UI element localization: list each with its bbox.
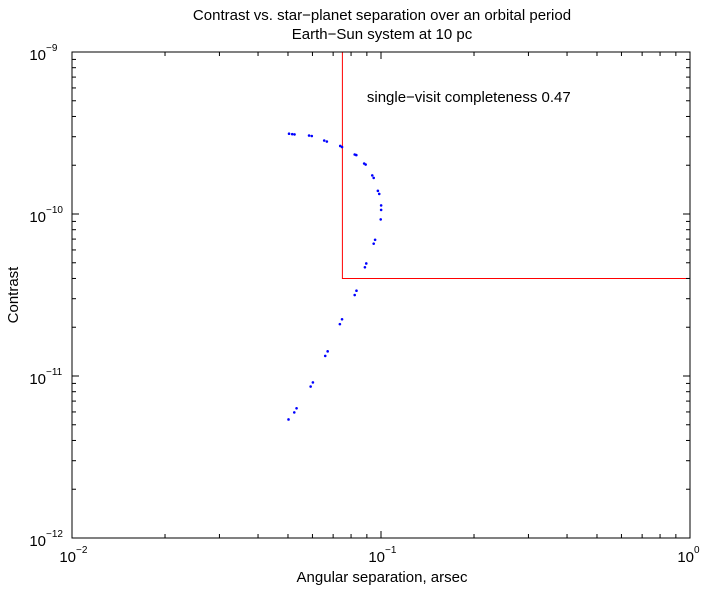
data-point	[340, 317, 344, 321]
data-point	[363, 265, 367, 269]
data-point	[340, 145, 344, 149]
completeness-annotation: single−visit completeness 0.47	[367, 89, 571, 106]
data-point	[364, 163, 367, 166]
y-tick-base: 10	[29, 371, 46, 388]
x-tick-exponent: −2	[76, 545, 88, 556]
plot-area	[287, 52, 690, 421]
data-point	[295, 406, 298, 410]
data-point	[292, 411, 296, 414]
data-point	[290, 132, 294, 136]
data-point	[355, 289, 358, 293]
data-point	[338, 322, 342, 326]
data-point	[372, 176, 375, 180]
x-tick-base: 10	[677, 549, 694, 566]
data-point	[355, 153, 358, 157]
x-tick-label: 10 0	[677, 545, 700, 566]
y-tick-base: 10	[29, 209, 46, 226]
data-point	[322, 139, 326, 142]
data-point	[323, 354, 327, 358]
data-point	[325, 140, 329, 143]
data-point	[372, 242, 375, 245]
y-tick-label: 10 −12	[29, 529, 63, 550]
y-tick-exponent: −9	[46, 43, 58, 54]
data-point	[287, 132, 291, 136]
x-tick-label: 10 −1	[368, 545, 397, 566]
data-point	[364, 262, 368, 265]
data-point	[370, 174, 374, 177]
data-point	[287, 418, 290, 421]
data-point	[377, 192, 381, 196]
y-axis-label: Contrast	[5, 266, 22, 324]
y-tick-exponent: −12	[46, 529, 63, 540]
data-point	[379, 204, 383, 207]
data-point	[307, 134, 311, 137]
x-axis-ticks: 10 −2 10 −1 10 0	[59, 52, 700, 566]
chart-subtitle: Earth−Sun system at 10 pc	[292, 26, 473, 43]
data-point	[326, 350, 329, 353]
data-point	[379, 208, 383, 212]
y-tick-label: 10 −9	[29, 43, 58, 64]
y-tick-label: 10 −11	[29, 367, 62, 388]
data-point	[309, 385, 312, 388]
data-point	[353, 293, 356, 297]
x-tick-label: 10 −2	[59, 545, 88, 566]
x-tick-exponent: −1	[385, 545, 397, 556]
y-tick-exponent: −11	[46, 367, 63, 378]
x-tick-base: 10	[368, 549, 385, 566]
data-point	[373, 238, 377, 242]
y-tick-base: 10	[29, 47, 46, 64]
y-tick-exponent: −10	[46, 205, 63, 216]
x-tick-base: 10	[59, 549, 76, 566]
data-point	[379, 218, 383, 221]
x-axis-label: Angular separation, arsec	[297, 569, 468, 586]
data-point	[310, 134, 314, 138]
y-tick-label: 10 −10	[29, 205, 63, 226]
chart-title: Contrast vs. star−planet separation over…	[193, 7, 571, 24]
data-point	[293, 133, 296, 136]
data-point	[311, 381, 315, 384]
x-tick-exponent: 0	[694, 545, 700, 556]
axes-frame	[71, 51, 691, 539]
detectability-boundary	[341, 52, 690, 279]
y-tick-base: 10	[29, 533, 46, 550]
data-point	[376, 189, 380, 193]
